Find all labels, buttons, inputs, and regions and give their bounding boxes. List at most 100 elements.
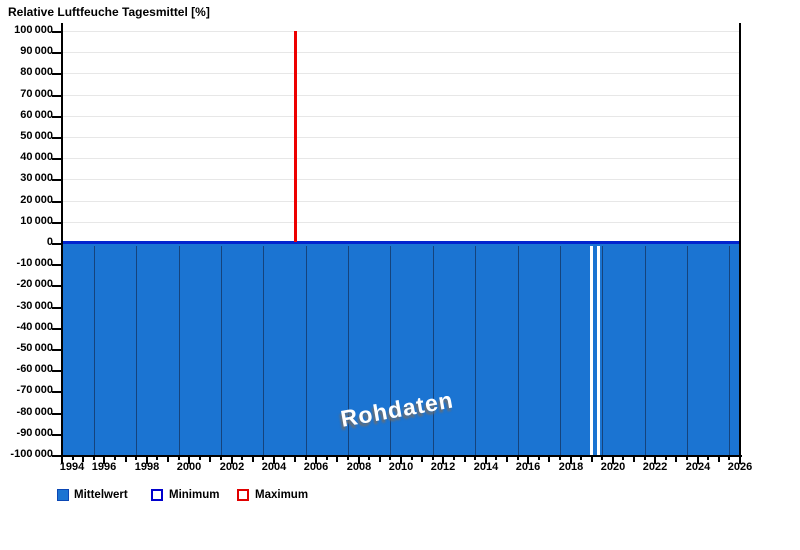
y-axis-tick [52,243,61,245]
legend: Mittelwert Minimum Maximum [0,487,800,505]
y-axis-tick [52,349,61,351]
x-axis-minor-tick [453,457,455,460]
x-axis-major-tick [315,457,317,464]
y-axis-tick-label: 10 000 [20,215,53,227]
y-axis-tick [52,73,61,75]
series-mittelwert-area[interactable] [63,243,739,455]
bar-separator [687,246,688,455]
y-axis-tick [52,116,61,118]
gridline [62,116,740,117]
bar-separator [433,246,434,455]
y-axis-tick-label: -40 000 [16,321,53,333]
y-axis-tick [52,52,61,54]
x-axis-minor-tick [294,457,296,462]
x-axis-tick-label: 2016 [515,461,541,473]
x-axis-minor-tick [347,457,349,460]
x-axis-minor-tick [675,457,677,462]
bar-separator [729,246,730,455]
x-axis-minor-tick [559,457,561,460]
y-axis-tick-label: -10 000 [16,257,53,269]
x-axis-tick-label: 1994 [59,461,85,473]
y-axis-tick-label: -30 000 [16,300,53,312]
series-maximum-spike[interactable] [294,31,297,242]
bar-separator [475,246,476,455]
legend-swatch-maximum[interactable] [237,489,249,501]
x-axis-minor-tick [580,457,582,460]
y-axis-tick [52,264,61,266]
gridline [62,73,740,74]
x-axis-minor-tick [241,457,243,460]
x-axis-major-tick [231,457,233,464]
x-axis-tick-label: 2026 [727,461,753,473]
y-axis-tick [52,222,61,224]
legend-swatch-mittelwert[interactable] [57,489,69,501]
x-axis-minor-tick [506,457,508,462]
y-axis-tick [52,31,61,33]
bar-separator [348,246,349,455]
x-axis-minor-tick [601,457,603,460]
y-axis-tick [52,158,61,160]
legend-label-minimum[interactable]: Minimum [169,489,220,501]
y-axis-tick-label: -70 000 [16,384,53,396]
x-axis-major-tick [527,457,529,464]
y-axis-tick [52,201,61,203]
x-axis-minor-tick [283,457,285,460]
y-axis-tick-label: 30 000 [20,172,53,184]
y-axis-tick-label: -50 000 [16,342,53,354]
x-axis-tick-label: 1998 [134,461,160,473]
x-axis-tick-label: 2024 [685,461,711,473]
x-axis-minor-tick [178,457,180,460]
bar-separator [136,246,137,455]
bar-separator [306,246,307,455]
x-axis-minor-tick [411,457,413,460]
x-axis-minor-tick [728,457,730,460]
chart-title: Relative Luftfeuche Tagesmittel [%] [8,5,210,19]
y-axis-tick-label: -90 000 [16,427,53,439]
x-axis-minor-tick [167,457,169,462]
y-axis-tick [52,370,61,372]
legend-label-mittelwert[interactable]: Mittelwert [74,489,128,501]
x-axis-minor-tick [125,457,127,462]
gridline [62,179,740,180]
x-axis-tick-label: 2000 [176,461,202,473]
x-axis-major-tick [188,457,190,464]
y-axis-tick [52,391,61,393]
gridline [62,222,740,223]
y-axis-line [61,23,63,457]
bar-separator [94,246,95,455]
x-axis-minor-tick [82,457,84,462]
gridline [62,137,740,138]
x-axis-minor-tick [707,457,709,460]
series-mittelwert-topline [62,241,740,244]
legend-swatch-minimum[interactable] [151,489,163,501]
y-axis-tick [52,95,61,97]
x-axis-tick-label: 2004 [261,461,287,473]
series-minimum-stripe[interactable] [590,246,593,455]
gridline [62,95,740,96]
x-axis-minor-tick [220,457,222,460]
y-axis-tick [52,413,61,415]
x-axis-tick-label: 2008 [346,461,372,473]
legend-label-maximum[interactable]: Maximum [255,489,309,501]
series-minimum-stripe[interactable] [597,246,600,455]
x-axis-major-tick [570,457,572,464]
x-axis-major-tick [358,457,360,464]
x-axis-major-tick [442,457,444,464]
x-axis-minor-tick [156,457,158,460]
bar-separator [390,246,391,455]
x-axis-minor-tick [474,457,476,460]
x-axis-tick-label: 2012 [430,461,456,473]
y-axis-tick-label: 80 000 [20,66,53,78]
x-axis-minor-tick [633,457,635,462]
x-axis-minor-tick [464,457,466,462]
y-axis-tick-label: 60 000 [20,109,53,121]
x-axis-major-tick [485,457,487,464]
x-axis-major-tick [103,457,105,464]
x-axis-minor-tick [538,457,540,460]
x-axis-tick-label: 2010 [388,461,414,473]
bar-separator [179,246,180,455]
x-axis-minor-tick [432,457,434,460]
x-axis-minor-tick [622,457,624,460]
